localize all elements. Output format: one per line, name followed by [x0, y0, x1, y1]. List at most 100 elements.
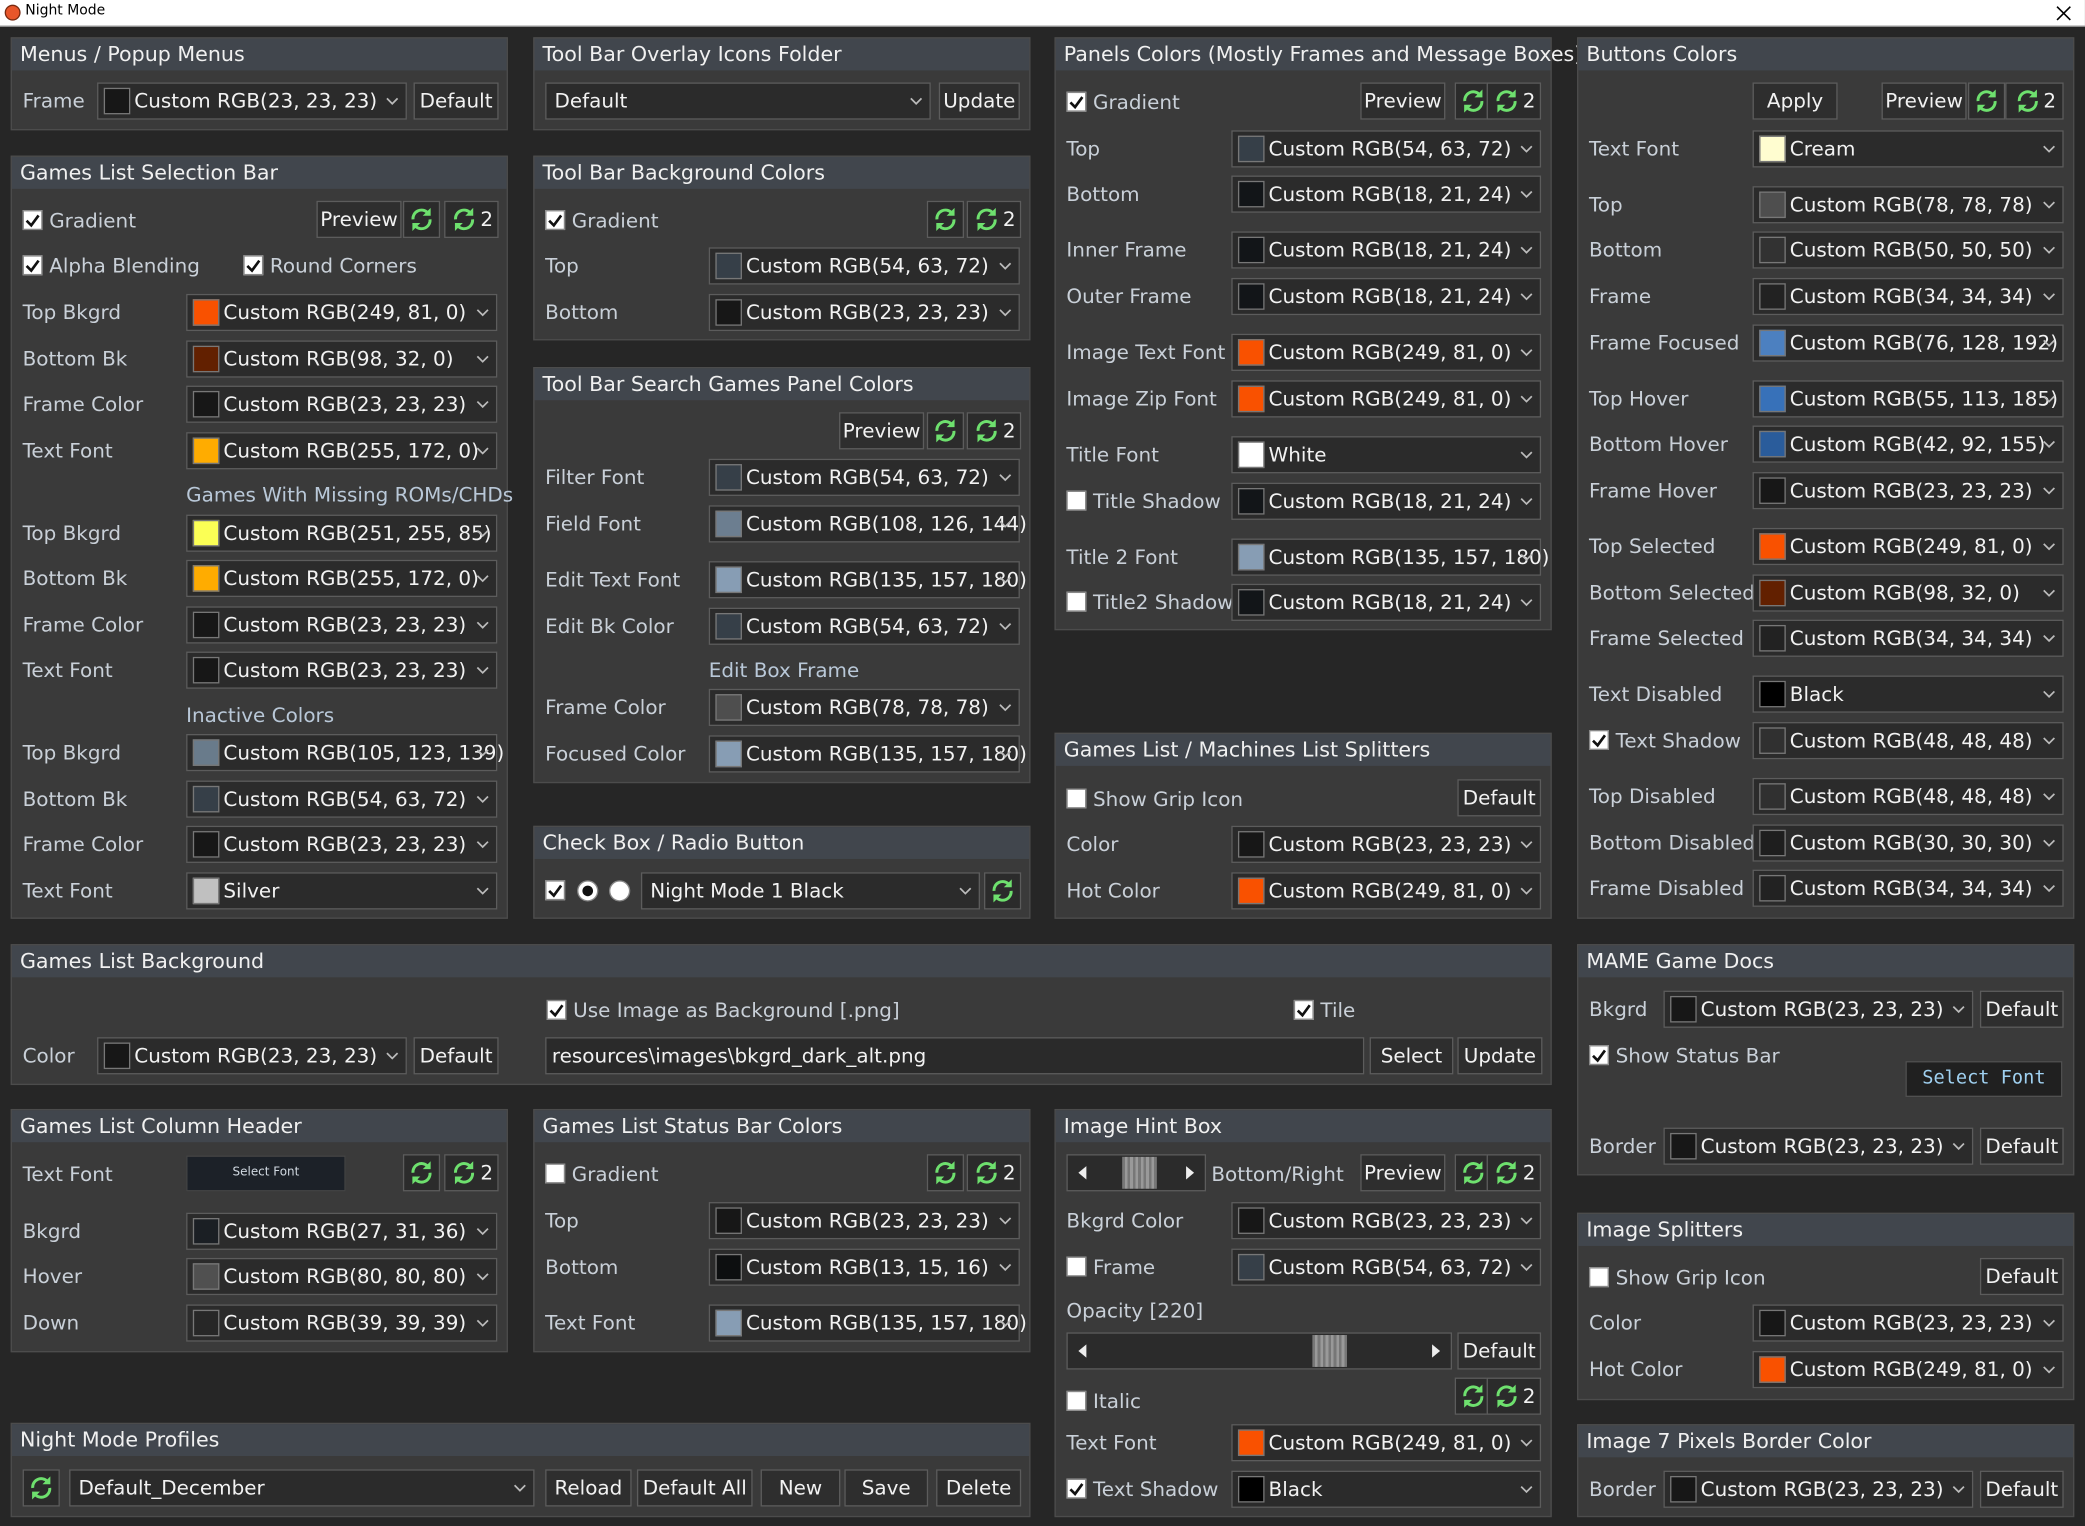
dropdown[interactable]: Custom RGB(249, 81, 0)	[1752, 1350, 2064, 1389]
scrollbar[interactable]	[1066, 1332, 1453, 1370]
dropdown[interactable]: Custom RGB(54, 63, 72)	[186, 780, 498, 818]
checkbox-box[interactable]	[22, 210, 43, 231]
dropdown[interactable]: Custom RGB(23, 23, 23)	[1752, 472, 2064, 510]
button[interactable]: Default	[1979, 1257, 2064, 1296]
refresh-button[interactable]	[402, 1154, 441, 1192]
button[interactable]: Preview	[1881, 82, 1967, 120]
button[interactable]: Save	[844, 1469, 929, 1507]
dropdown[interactable]: Custom RGB(18, 21, 24)	[1231, 482, 1542, 520]
checkbox-box[interactable]	[545, 210, 566, 231]
checkbox[interactable]: Gradient	[22, 206, 136, 235]
dropdown[interactable]: Custom RGB(255, 172, 0)	[186, 432, 498, 470]
checkbox[interactable]: Alpha Blending	[22, 251, 200, 280]
dropdown[interactable]: Custom RGB(249, 81, 0)	[186, 293, 498, 332]
checkbox[interactable]: Frame	[1066, 1253, 1155, 1282]
dropdown[interactable]: Custom RGB(23, 23, 23)	[97, 1037, 407, 1075]
checkbox-box[interactable]	[1588, 1267, 1609, 1288]
scrollbar-thumb[interactable]	[1311, 1335, 1347, 1367]
refresh-button[interactable]	[1967, 82, 2006, 120]
button[interactable]: Delete	[936, 1469, 1022, 1507]
checkbox[interactable]: Gradient	[545, 206, 659, 235]
button[interactable]: Reload	[545, 1469, 632, 1507]
dropdown[interactable]: Custom RGB(76, 128, 192)	[1752, 324, 2064, 362]
dropdown[interactable]: Custom RGB(249, 81, 0)	[1231, 1424, 1542, 1462]
dropdown[interactable]: Custom RGB(23, 23, 23)	[708, 1202, 1020, 1240]
checkbox-box[interactable]	[243, 255, 264, 276]
dropdown[interactable]: Custom RGB(105, 123, 139)	[186, 733, 504, 772]
dropdown[interactable]: Custom RGB(54, 63, 72)	[708, 247, 1020, 285]
button[interactable]: Default	[1457, 1332, 1542, 1370]
dropdown[interactable]: Custom RGB(18, 21, 24)	[1231, 277, 1542, 316]
dropdown[interactable]: Custom RGB(23, 23, 23)	[186, 385, 498, 423]
dropdown[interactable]: Custom RGB(135, 157, 180)	[1231, 538, 1549, 576]
button[interactable]: Apply	[1752, 82, 1838, 120]
button[interactable]: New	[760, 1469, 841, 1507]
dropdown[interactable]: Black	[1231, 1470, 1542, 1508]
checkbox-box[interactable]	[545, 1163, 566, 1184]
scrollbar-thumb[interactable]	[1122, 1156, 1158, 1189]
refresh-button[interactable]: 2	[1486, 82, 1542, 120]
dropdown[interactable]: Custom RGB(108, 126, 144)	[708, 505, 1027, 543]
dropdown[interactable]: Custom RGB(23, 23, 23)	[186, 825, 498, 863]
refresh-button[interactable]: 2	[2005, 82, 2064, 120]
button[interactable]: Preview	[1360, 82, 1446, 120]
refresh-button[interactable]	[402, 200, 441, 239]
refresh-button[interactable]	[22, 1469, 60, 1507]
text-input[interactable]: resources\images\bkgrd_dark_alt.png	[545, 1037, 1365, 1075]
dropdown[interactable]: Default_December	[69, 1469, 535, 1507]
refresh-button[interactable]	[926, 200, 965, 239]
dropdown[interactable]: Custom RGB(55, 113, 185)	[1752, 380, 2064, 418]
button[interactable]: Update	[938, 82, 1020, 120]
button[interactable]: Default All	[636, 1469, 753, 1507]
dropdown[interactable]: Custom RGB(48, 48, 48)	[1752, 777, 2064, 816]
dropdown[interactable]: Custom RGB(80, 80, 80)	[186, 1257, 498, 1296]
dropdown[interactable]: Custom RGB(255, 172, 0)	[186, 559, 498, 598]
checkbox[interactable]: Show Grip Icon	[1066, 785, 1243, 814]
checkbox-box[interactable]	[1066, 1478, 1087, 1499]
checkbox-box[interactable]	[1588, 1045, 1609, 1066]
checkbox-box[interactable]	[1066, 1390, 1087, 1411]
checkbox[interactable]: Show Status Bar	[1588, 1041, 1780, 1070]
button[interactable]: Default	[413, 82, 499, 120]
dropdown[interactable]: Custom RGB(34, 34, 34)	[1752, 869, 2064, 907]
refresh-button[interactable]	[983, 872, 1022, 910]
dropdown[interactable]: Custom RGB(249, 81, 0)	[1752, 527, 2064, 566]
close-button[interactable]	[2056, 5, 2072, 21]
checkbox[interactable]: Text Shadow	[1066, 1475, 1218, 1504]
scrollbar[interactable]	[1066, 1154, 1207, 1192]
dropdown[interactable]: Custom RGB(249, 81, 0)	[1231, 872, 1542, 910]
button[interactable]: Default	[1979, 1127, 2064, 1165]
dropdown[interactable]: Custom RGB(34, 34, 34)	[1752, 619, 2064, 657]
dropdown[interactable]: Custom RGB(135, 157, 180)	[708, 561, 1027, 599]
checkbox-box[interactable]	[1588, 730, 1609, 750]
dropdown[interactable]: Custom RGB(54, 63, 72)	[1231, 130, 1542, 168]
checkbox-box[interactable]	[1066, 490, 1087, 511]
dropdown[interactable]: Custom RGB(23, 23, 23)	[708, 293, 1020, 332]
dropdown[interactable]: Custom RGB(50, 50, 50)	[1752, 231, 2064, 269]
dropdown[interactable]: Custom RGB(42, 92, 155)	[1752, 425, 2064, 463]
refresh-button[interactable]: 2	[1486, 1154, 1542, 1192]
refresh-button[interactable]	[1454, 82, 1492, 120]
checkbox-box[interactable]	[22, 255, 43, 276]
dropdown[interactable]: Custom RGB(23, 23, 23)	[1663, 990, 1974, 1028]
checkbox[interactable]: Text Shadow	[1588, 726, 1741, 755]
dropdown[interactable]: Cream	[1752, 130, 2064, 168]
checkbox[interactable]	[545, 876, 572, 905]
refresh-button[interactable]	[926, 1154, 965, 1192]
dropdown[interactable]: Custom RGB(78, 78, 78)	[1752, 186, 2064, 224]
dropdown[interactable]: Custom RGB(27, 31, 36)	[186, 1212, 498, 1250]
refresh-button[interactable]: 2	[444, 200, 499, 239]
dropdown[interactable]: Custom RGB(23, 23, 23)	[1663, 1127, 1974, 1165]
button[interactable]: Preview	[1360, 1154, 1446, 1192]
checkbox-box[interactable]	[1066, 1256, 1087, 1277]
dropdown[interactable]: Custom RGB(78, 78, 78)	[708, 688, 1020, 727]
dropdown[interactable]: Custom RGB(23, 23, 23)	[1231, 1202, 1542, 1240]
refresh-button[interactable]: 2	[444, 1154, 499, 1192]
checkbox-box[interactable]	[545, 880, 566, 901]
button[interactable]: Preview	[839, 412, 925, 450]
dropdown[interactable]: Black	[1752, 675, 2064, 713]
dropdown[interactable]: Custom RGB(13, 15, 16)	[708, 1248, 1020, 1286]
dropdown[interactable]: Custom RGB(23, 23, 23)	[186, 606, 498, 644]
dropdown[interactable]: Custom RGB(18, 21, 24)	[1231, 175, 1542, 213]
button[interactable]: Update	[1457, 1037, 1543, 1075]
